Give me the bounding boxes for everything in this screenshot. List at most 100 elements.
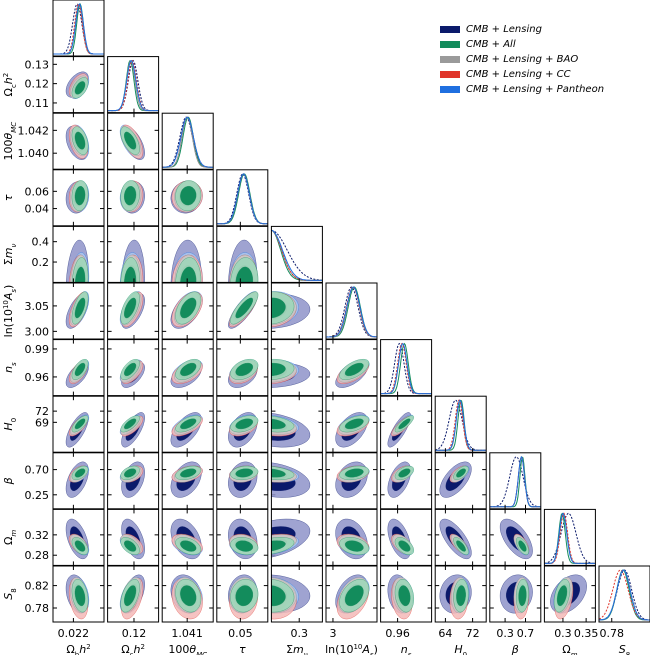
y-tick-label: 0.13 xyxy=(25,58,50,71)
contour-panel xyxy=(325,339,378,397)
y-tick-label: 0.2 xyxy=(32,256,50,269)
marginal-curve xyxy=(271,229,323,281)
panel-frame xyxy=(434,452,487,510)
x-axis-label: Σmν xyxy=(286,643,308,655)
panel-frame xyxy=(434,565,487,623)
panel-content xyxy=(271,574,311,620)
contour-68 xyxy=(235,362,254,377)
panel-content xyxy=(119,180,145,214)
x-tick-label: 0.78 xyxy=(600,627,625,640)
contour-68 xyxy=(74,362,86,377)
panel-content xyxy=(170,574,203,620)
contour-68 xyxy=(235,418,254,430)
contour-panel xyxy=(52,169,105,227)
y-axis-label: ns xyxy=(2,362,18,373)
contour-68 xyxy=(74,297,86,319)
marginal-curve xyxy=(326,286,377,338)
panel-content xyxy=(170,358,203,388)
contour-panel xyxy=(107,452,160,510)
panel-frame xyxy=(270,225,323,283)
panel-frame xyxy=(107,282,160,340)
panel-frame xyxy=(216,339,269,397)
contour-68 xyxy=(74,131,86,150)
panel-content xyxy=(107,59,159,112)
contour-panel xyxy=(107,508,160,566)
panel-content xyxy=(66,239,90,283)
panel-content xyxy=(499,574,533,620)
x-tick-label: 72 xyxy=(466,627,480,640)
contour-68 xyxy=(271,540,286,552)
contour-panel xyxy=(161,282,214,340)
contour-panel xyxy=(161,452,214,510)
panel-content xyxy=(65,291,90,329)
legend-swatch xyxy=(440,71,460,78)
contour-68 xyxy=(180,362,197,377)
marginal-curve xyxy=(380,342,432,395)
marginal-curve xyxy=(326,286,377,338)
legend-swatch xyxy=(440,26,460,33)
panel-frame xyxy=(325,565,378,623)
panel-frame xyxy=(52,339,105,397)
panel-frame xyxy=(325,282,378,340)
contour-68 xyxy=(271,297,286,319)
panel-frame xyxy=(161,395,214,453)
panel-frame xyxy=(216,282,269,340)
marginal-curve xyxy=(435,399,487,451)
legend-item: CMB + All xyxy=(440,37,604,52)
marginal-curve xyxy=(544,512,596,564)
panel-frame xyxy=(52,508,105,566)
x-tick-label: 0.12 xyxy=(122,627,147,640)
contour-68 xyxy=(398,468,411,478)
contour-panel xyxy=(52,395,105,453)
marginal-curve xyxy=(599,569,650,621)
contour-68 xyxy=(124,266,137,283)
contour-68 xyxy=(123,131,137,150)
panel-content xyxy=(380,342,432,395)
panel-frame xyxy=(161,339,214,397)
y-axis-label: 100θMC xyxy=(2,122,18,161)
contour-panel xyxy=(434,452,487,510)
panel-frame xyxy=(107,112,160,170)
marginal-curve xyxy=(599,569,650,621)
contour-68 xyxy=(518,585,527,607)
panel-content xyxy=(228,518,259,560)
contour-panel xyxy=(380,565,433,623)
panel-frame xyxy=(489,508,542,566)
marginal-panel xyxy=(161,112,214,170)
panel-frame xyxy=(543,508,596,566)
y-tick-label: 1.040 xyxy=(18,147,50,160)
contour-panel xyxy=(216,452,269,510)
contour-68 xyxy=(123,297,137,319)
y-tick-label: 0.04 xyxy=(25,203,50,216)
contour-68 xyxy=(344,585,364,607)
contour-panel xyxy=(52,565,105,623)
panel-frame xyxy=(380,395,433,453)
panel-content xyxy=(170,461,203,498)
panel-frame xyxy=(52,565,105,623)
panel-content xyxy=(170,291,203,329)
legend-label: CMB + Lensing + BAO xyxy=(466,54,579,65)
contour-68 xyxy=(180,585,197,607)
y-tick-label: 0.12 xyxy=(25,78,50,91)
panel-content xyxy=(228,574,259,620)
marginal-panel xyxy=(270,225,323,283)
contour-panel xyxy=(216,282,269,340)
panel-frame xyxy=(270,339,323,397)
panel-frame xyxy=(270,508,323,566)
contour-68 xyxy=(271,468,286,478)
contour-panel xyxy=(489,565,542,623)
y-tick-label: 1.042 xyxy=(18,124,50,137)
contour-68 xyxy=(123,540,137,552)
panel-content xyxy=(335,412,370,448)
panel-content xyxy=(544,512,596,564)
marginal-curve xyxy=(599,569,650,621)
panel-content xyxy=(65,412,90,448)
panel-content xyxy=(439,518,472,560)
legend-label: CMB + Lensing xyxy=(466,24,542,35)
panel-content xyxy=(335,461,370,498)
contour-68 xyxy=(456,585,466,607)
panel-content xyxy=(170,518,203,560)
panel-content xyxy=(499,518,533,560)
marginal-curve xyxy=(216,173,268,225)
contour-panel xyxy=(325,452,378,510)
